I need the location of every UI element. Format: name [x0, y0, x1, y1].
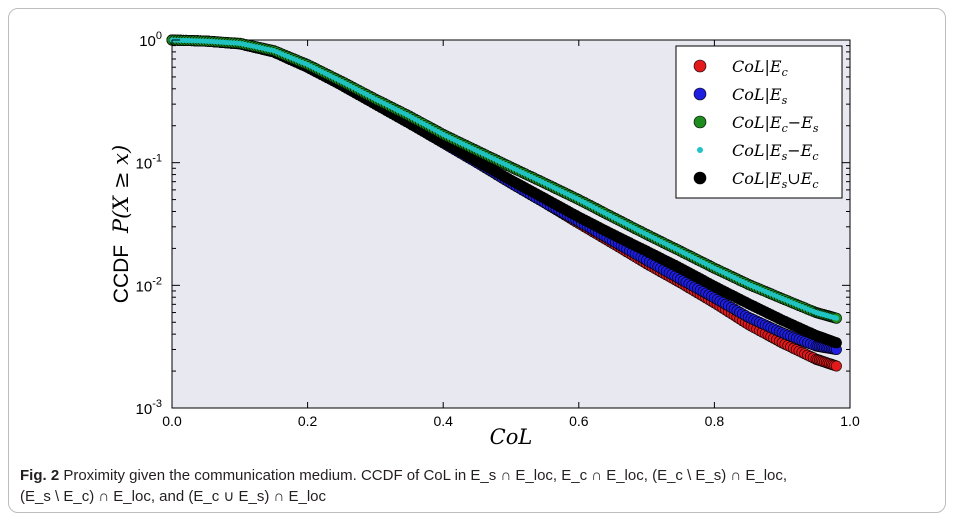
y-tick-label: 10-2	[136, 275, 162, 295]
y-axis-label-math: P(X ≥ x)	[109, 145, 133, 234]
caption-line-2: (E_s \ E_c) ∩ E_loc, and (E_c ∪ E_s) ∩ E…	[20, 488, 326, 505]
figure-label: Fig. 2	[20, 467, 60, 484]
figure-caption: Fig. 2 Proximity given the communication…	[20, 465, 930, 507]
data-point	[830, 337, 842, 349]
caption-text-1: Proximity given the communication medium…	[63, 467, 788, 484]
legend-label: CoL|Es	[732, 85, 788, 107]
y-tick-label: 100	[139, 30, 162, 50]
legend-marker	[693, 171, 707, 185]
x-tick-label: 0.2	[298, 413, 318, 429]
caption-line-1: Fig. 2 Proximity given the communication…	[20, 465, 930, 486]
legend-label: CoL|Ec−Es	[732, 113, 819, 135]
x-tick-label: 0.4	[433, 413, 453, 429]
series-3	[169, 37, 840, 321]
data-point	[833, 315, 840, 321]
x-tick-label: 0.6	[569, 413, 589, 429]
x-tick-label: 1.0	[840, 413, 860, 429]
x-tick-label: 0.0	[162, 413, 182, 429]
y-axis-label-prefix: CCDF	[110, 245, 133, 303]
legend-marker	[693, 115, 707, 129]
legend-marker	[693, 59, 707, 73]
ccdf-chart: 0.0 0.2 0.4 0.6 0.8 1.0 100 10-1 10-2 10-3 CoL CC…	[109, 30, 860, 449]
legend-label: CoL|Es−Ec	[732, 141, 819, 163]
legend: CoL|Ec CoL|Es CoL|Ec−Es CoL|Es−Ec CoL|Es∪Ec	[675, 45, 843, 199]
legend-label: CoL|Ec	[732, 57, 788, 79]
y-axis-label: CCDF P(X ≥ x)	[109, 145, 133, 303]
x-axis-label: CoL	[490, 425, 533, 449]
data-marks	[166, 34, 842, 372]
legend-label: CoL|Es∪Ec	[732, 169, 819, 191]
svg-text:CCDF P(X ≥ x): CCDF P(X ≥ x)	[109, 145, 133, 303]
data-point	[830, 360, 842, 372]
figure-frame	[8, 8, 946, 513]
axis-ticks: 0.0 0.2 0.4 0.6 0.8 1.0 100 10-1 10-2 10-3	[136, 30, 860, 429]
legend-marker	[697, 147, 703, 153]
legend-marker	[693, 87, 707, 101]
x-tick-label: 0.8	[705, 413, 725, 429]
y-tick-label: 10-1	[136, 153, 162, 173]
y-tick-label: 10-3	[136, 398, 162, 418]
